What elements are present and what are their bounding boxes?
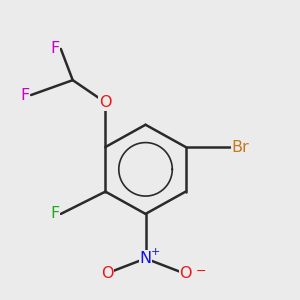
Text: Br: Br <box>232 140 250 154</box>
Text: F: F <box>50 41 59 56</box>
Text: F: F <box>20 88 30 103</box>
Text: +: + <box>151 247 160 257</box>
Text: F: F <box>50 206 59 221</box>
Text: −: − <box>195 266 206 278</box>
Text: O: O <box>101 266 113 281</box>
Text: N: N <box>140 251 152 266</box>
Text: O: O <box>99 95 112 110</box>
Text: O: O <box>179 266 192 281</box>
